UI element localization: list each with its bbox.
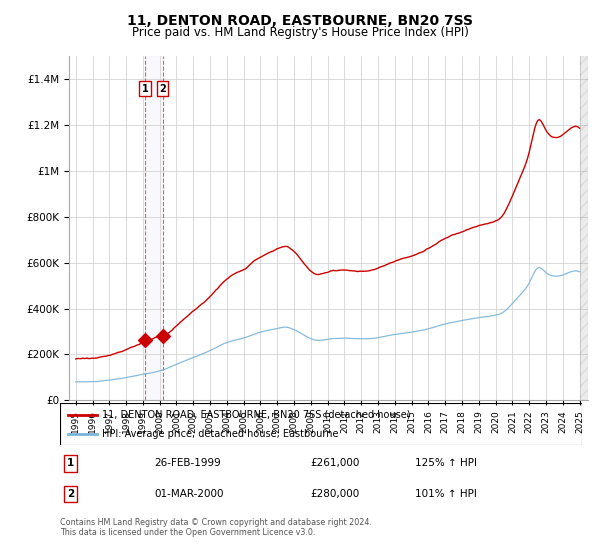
Text: 2: 2 xyxy=(159,83,166,94)
Text: £280,000: £280,000 xyxy=(311,489,360,499)
Text: 11, DENTON ROAD, EASTBOURNE, BN20 7SS (detached house): 11, DENTON ROAD, EASTBOURNE, BN20 7SS (d… xyxy=(102,409,410,419)
Text: 26-FEB-1999: 26-FEB-1999 xyxy=(154,459,221,468)
Text: 125% ↑ HPI: 125% ↑ HPI xyxy=(415,459,477,468)
Text: 1: 1 xyxy=(67,459,74,468)
Text: Contains HM Land Registry data © Crown copyright and database right 2024.
This d: Contains HM Land Registry data © Crown c… xyxy=(60,518,372,538)
Text: 11, DENTON ROAD, EASTBOURNE, BN20 7SS: 11, DENTON ROAD, EASTBOURNE, BN20 7SS xyxy=(127,14,473,28)
Text: 1: 1 xyxy=(142,83,148,94)
Bar xyxy=(580,56,588,400)
Text: 101% ↑ HPI: 101% ↑ HPI xyxy=(415,489,477,499)
Point xyxy=(158,332,167,340)
Text: Price paid vs. HM Land Registry's House Price Index (HPI): Price paid vs. HM Land Registry's House … xyxy=(131,26,469,39)
Text: HPI: Average price, detached house, Eastbourne: HPI: Average price, detached house, East… xyxy=(102,429,338,439)
Text: 01-MAR-2000: 01-MAR-2000 xyxy=(154,489,223,499)
Bar xyxy=(145,56,163,400)
Text: £261,000: £261,000 xyxy=(311,459,360,468)
Text: 2: 2 xyxy=(67,489,74,499)
Point xyxy=(140,336,150,345)
